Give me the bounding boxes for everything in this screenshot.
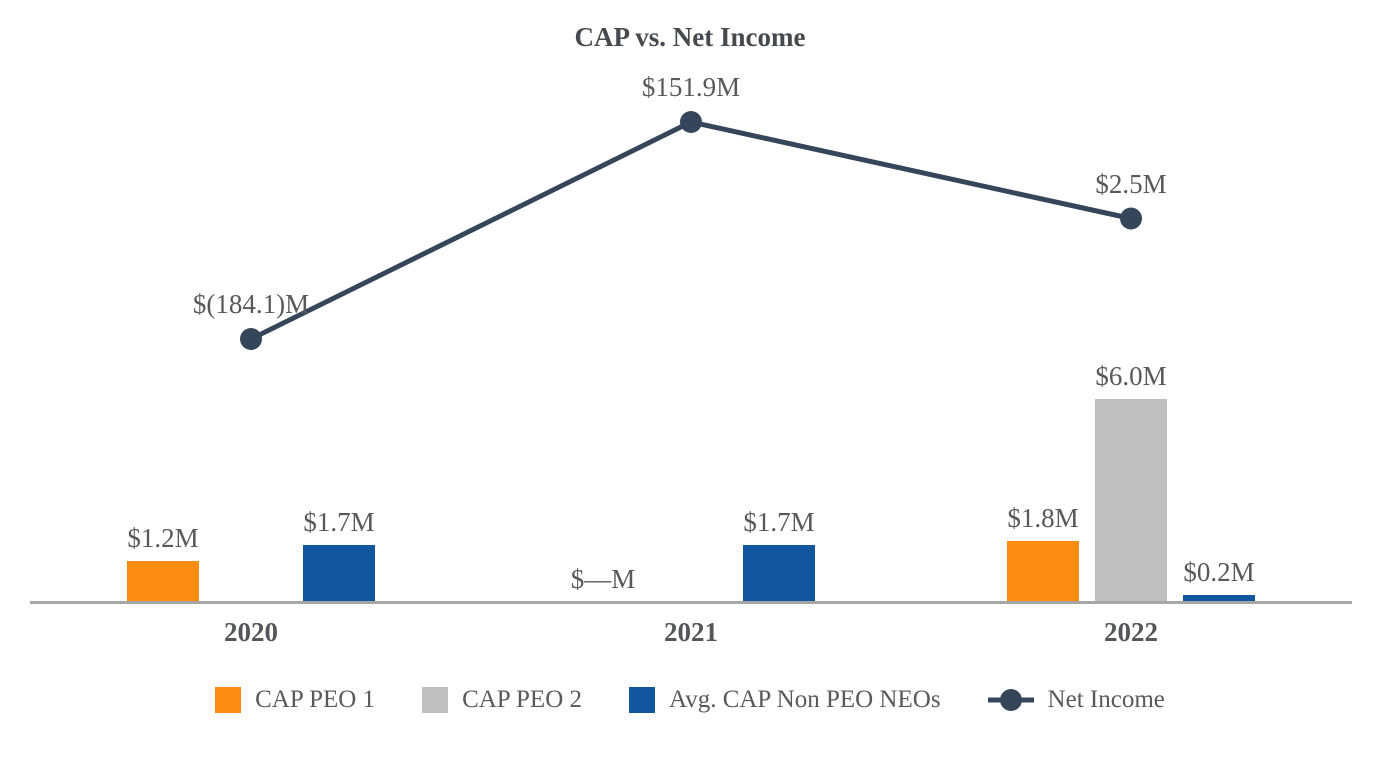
legend-item-cap-peo-2: CAP PEO 2 bbox=[422, 686, 582, 714]
x-axis-label-2021: 2021 bbox=[664, 617, 718, 647]
bar-avg-cap-non-peo-neos-2021 bbox=[743, 545, 815, 602]
legend-swatch-cap-peo-1-icon bbox=[215, 687, 242, 713]
legend-item-cap-peo-1: CAP PEO 1 bbox=[215, 686, 375, 714]
x-axis-label-2020: 2020 bbox=[224, 617, 278, 647]
bar-label-cap-peo-2-2022: $6.0M bbox=[1095, 361, 1167, 391]
legend-item-net-income: Net Income bbox=[987, 686, 1165, 714]
net-income-label-2020: $(184.1)M bbox=[192, 289, 310, 319]
bar-cap-peo-2-2022 bbox=[1095, 399, 1167, 602]
x-axis-label-2022: 2022 bbox=[1104, 617, 1158, 647]
net-income-point-2020 bbox=[240, 328, 262, 350]
legend-label-cap-peo-1: CAP PEO 1 bbox=[255, 686, 376, 713]
net-income-label-2022: $2.5M bbox=[1095, 168, 1167, 199]
chart-legend: CAP PEO 1 CAP PEO 2 Avg. CAP Non PEO NEOs N… bbox=[0, 686, 1380, 714]
legend-label-cap-peo-2: CAP PEO 2 bbox=[462, 686, 582, 713]
bar-label-avg-cap-non-peo-neos-2020: $1.7M bbox=[303, 507, 375, 537]
bar-label-avg-cap-non-peo-neos-2021: $1.7M bbox=[743, 507, 815, 537]
bar-label-cap-peo-1-2021: $—M bbox=[570, 564, 636, 594]
bar-label-cap-peo-1-2020: $1.2M bbox=[127, 523, 199, 553]
chart-title: CAP vs. Net Income bbox=[574, 22, 806, 52]
x-axis-line bbox=[30, 601, 1352, 604]
bar-cap-peo-1-2022 bbox=[1007, 541, 1079, 602]
net-income-line bbox=[249, 119, 1132, 342]
legend-swatch-cap-peo-2-icon bbox=[422, 687, 449, 713]
bar-cap-peo-1-2020 bbox=[127, 561, 199, 602]
legend-swatch-avg-cap-non-peo-neos-icon bbox=[629, 687, 655, 713]
legend-line-dot-icon bbox=[987, 689, 1034, 711]
bar-label-cap-peo-1-2022: $1.8M bbox=[1007, 503, 1079, 533]
legend-label-net-income: Net Income bbox=[1047, 686, 1165, 713]
net-income-label-2021: $151.9M bbox=[641, 72, 741, 102]
bar-label-avg-cap-non-peo-neos-2022: $0.2M bbox=[1183, 557, 1255, 587]
legend-label-avg-cap-non-peo-neos: Avg. CAP Non PEO NEOs bbox=[669, 686, 941, 713]
net-income-point-2022 bbox=[1120, 207, 1142, 230]
legend-item-avg-cap-non-peo-neos: Avg. CAP Non PEO NEOs bbox=[629, 686, 941, 714]
bar-avg-cap-non-peo-neos-2020 bbox=[303, 545, 375, 602]
bar-avg-cap-non-peo-neos-2022 bbox=[1183, 595, 1255, 602]
net-income-point-2021 bbox=[680, 111, 702, 133]
